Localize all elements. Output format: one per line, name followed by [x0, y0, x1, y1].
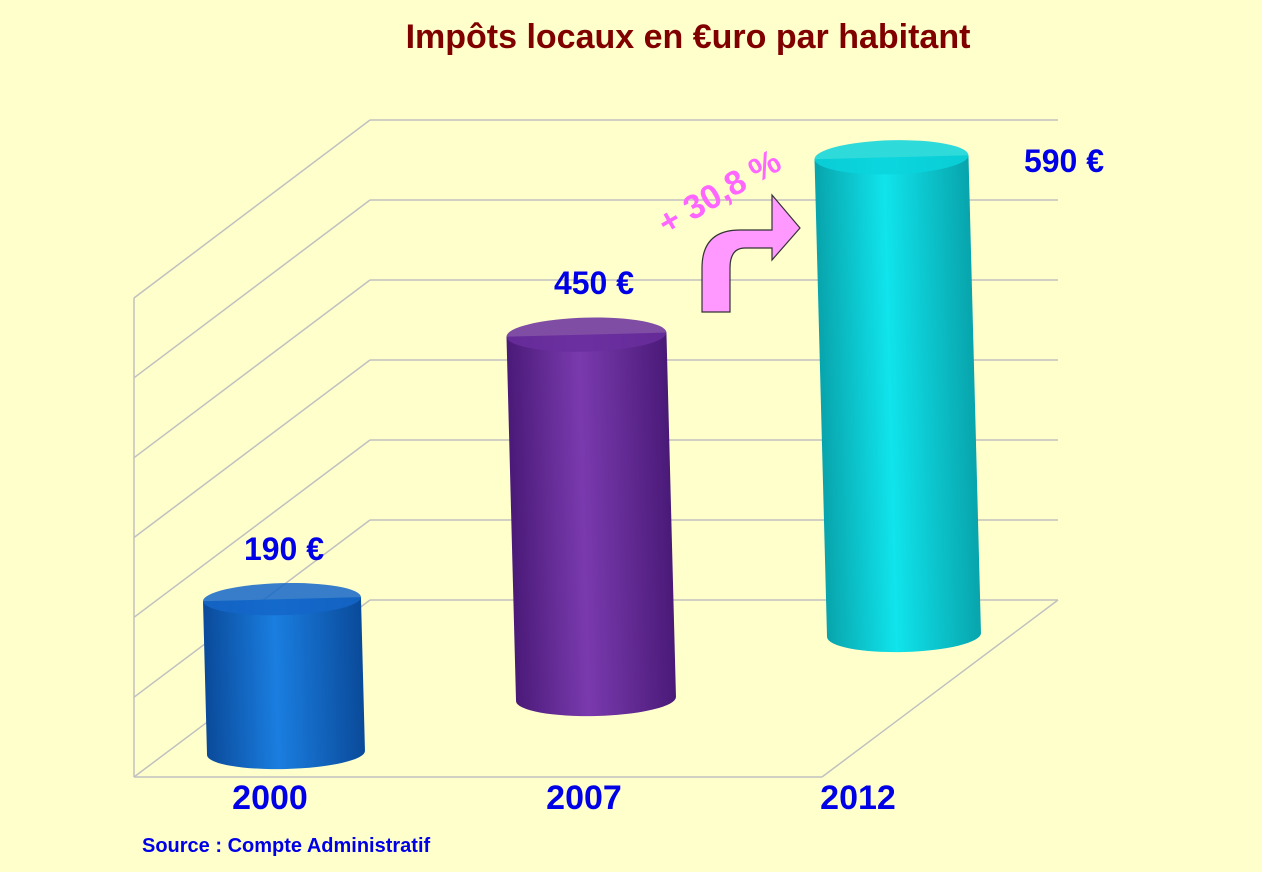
value-label: 590 €: [1024, 143, 1104, 179]
bar-top: [202, 583, 361, 616]
bar-body: [506, 332, 676, 717]
category-label: 2012: [820, 779, 896, 817]
chart-source: Source : Compte Administratif: [142, 835, 431, 857]
gridline-side: [133, 119, 371, 299]
category-label: 2007: [546, 779, 622, 817]
bar-2000: [202, 583, 365, 770]
bar-2012: [814, 140, 981, 653]
growth-annotation: + 30,8 %: [651, 142, 801, 313]
axis-floor-right: [821, 599, 1059, 778]
growth-percentage: + 30,8 %: [651, 142, 787, 242]
gridline-side: [133, 279, 371, 459]
value-label: 190 €: [244, 531, 324, 567]
gridline-side: [133, 439, 371, 618]
bar-top: [814, 140, 969, 175]
chart-bars: [202, 140, 981, 770]
value-label: 450 €: [554, 265, 634, 301]
bar-2007: [506, 317, 676, 717]
gridline-side: [133, 359, 371, 539]
chart-title: Impôts locaux en €uro par habitant: [406, 18, 971, 56]
chart-category-labels: 2000 2007 2012: [232, 779, 896, 817]
bar-body: [202, 597, 365, 770]
category-label: 2000: [232, 779, 308, 817]
curved-arrow-icon: [701, 193, 801, 313]
bar-top: [506, 317, 667, 352]
bar-body: [814, 155, 981, 653]
chart-value-labels: 190 € 450 € 590 €: [244, 143, 1104, 567]
gridline-side: [133, 199, 371, 379]
